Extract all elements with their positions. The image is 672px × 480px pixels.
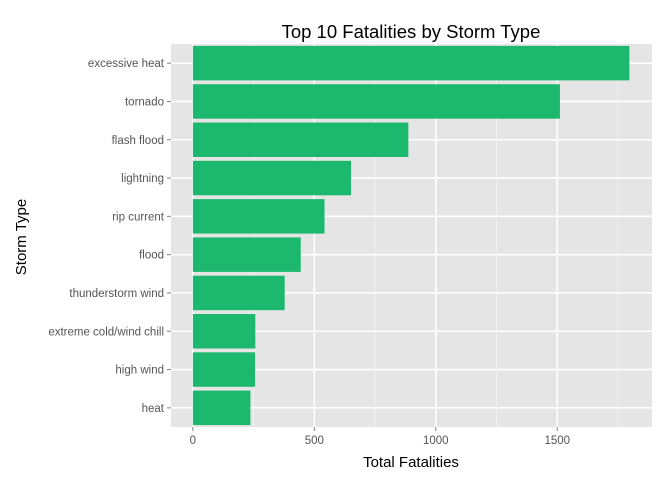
bar-heat [192,390,251,426]
bar-high-wind [192,352,256,387]
bar-excessive-heat [192,45,630,81]
x-axis-title: Total Fatalities [363,454,459,471]
chart-title: Top 10 Fatalities by Storm Type [282,21,541,42]
x-tick-label: 0 [190,435,196,447]
y-axis-title: Storm Type [13,199,30,275]
y-tick-label: extreme cold/wind chill [48,326,164,338]
bars [192,45,630,426]
bar-thunderstorm-wind [192,275,285,311]
x-axis-ticks: 0 500 1000 1500 [190,427,570,447]
y-tick-label: excessive heat [88,58,165,70]
bar-flash-flood [192,122,409,157]
bar-lightning [192,160,352,196]
x-tick-label: 1500 [544,435,570,447]
y-tick-label: tornado [125,96,164,108]
y-tick-label: rip current [112,211,165,223]
y-tick-label: flood [139,250,164,262]
x-tick-label: 500 [305,435,324,447]
y-tick-label: lightning [121,173,164,185]
y-axis-ticks: excessive heat tornado flash flood lightnin… [48,58,171,415]
y-tick-label: thunderstorm wind [69,288,164,300]
x-tick-label: 1000 [423,435,449,447]
y-tick-label: flash flood [112,135,164,147]
bar-rip-current [192,199,325,234]
y-tick-label: high wind [115,365,164,377]
bar-tornado [192,84,560,119]
y-tick-label: heat [142,403,165,415]
bar-extreme-cold-wind-chill [192,314,256,349]
bar-flood [192,237,301,272]
